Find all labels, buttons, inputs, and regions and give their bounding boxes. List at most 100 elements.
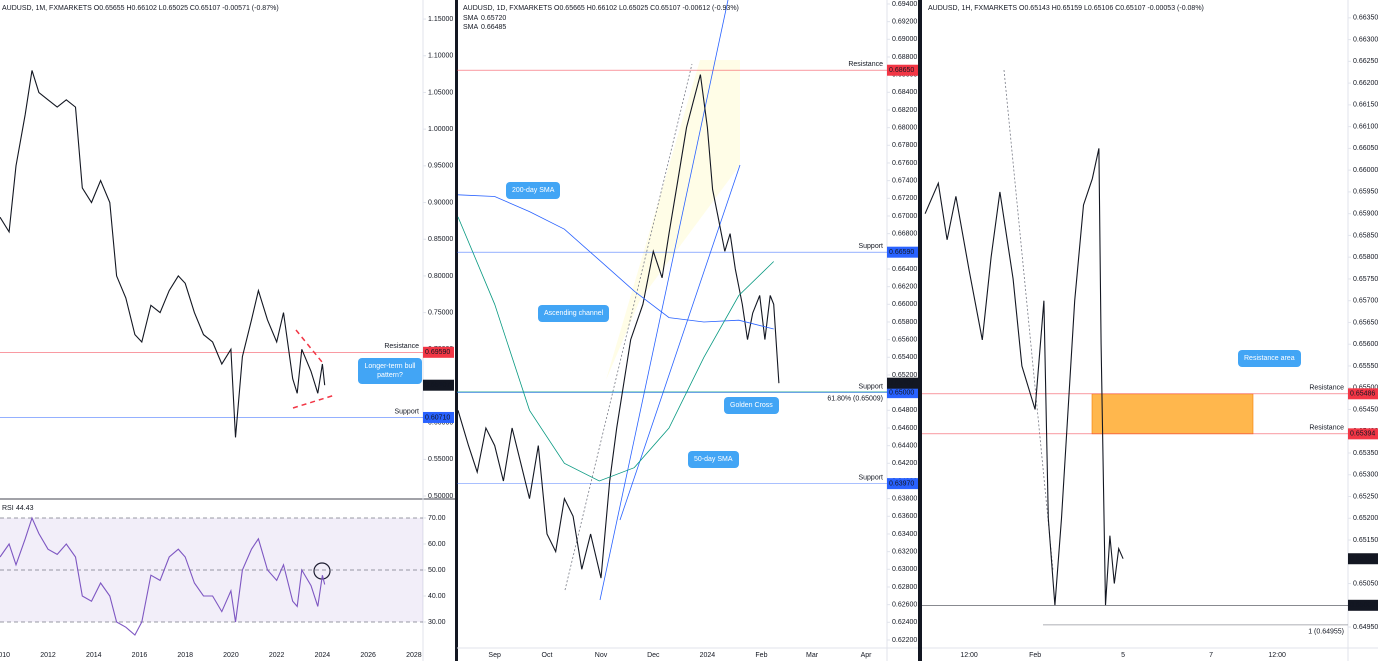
legend-name: SMA (463, 24, 479, 31)
price-tag (887, 387, 918, 399)
rsi-value: 44.43 (16, 505, 34, 512)
y-tick-label: 0.65650 (1353, 319, 1378, 326)
x-tick-label: 5 (1121, 652, 1125, 659)
last-price-tag (423, 379, 454, 391)
price-tag-label: 0.63970 (889, 480, 914, 487)
x-tick-label: 2016 (132, 652, 148, 659)
x-tick-label: 2020 (223, 652, 239, 659)
y-tick-label: 0.65700 (1353, 298, 1378, 305)
y-tick-label: 0.95000 (428, 163, 453, 170)
x-tick-label: Apr (861, 652, 873, 659)
x-tick-label: Nov (595, 652, 608, 659)
price-tag (887, 246, 918, 258)
price-tag-label: 0.66590 (889, 249, 914, 256)
callout: Longer-term bull pattern? (358, 358, 422, 384)
y-tick-label: 0.65350 (1353, 450, 1378, 457)
y-tick-label: 0.64600 (892, 425, 917, 432)
panel-divider (918, 0, 922, 661)
callout: Ascending channel (538, 305, 610, 322)
y-tick-label: 0.66350 (1353, 15, 1378, 22)
last-price-label: 0.65107 (1350, 556, 1375, 563)
y-tick-label: 0.69200 (892, 18, 917, 25)
y-tick-label: 0.65200 (892, 372, 917, 379)
y-tick-label: 0.68400 (892, 89, 917, 96)
price-line (0, 70, 326, 438)
y-tick-label: 0.66200 (1353, 80, 1378, 87)
y-tick-label: 1.10000 (428, 53, 453, 60)
y-tick-label: 1.05000 (428, 89, 453, 96)
y-tick-label: 40.00 (428, 593, 446, 600)
y-tick-label: 0.60000 (428, 420, 453, 427)
pattern-line (292, 394, 336, 409)
y-tick-label: 30.00 (428, 619, 446, 626)
x-tick-label: 2018 (177, 652, 193, 659)
price-tag (1348, 428, 1378, 440)
y-tick-label: 0.55000 (428, 456, 453, 463)
y-tick-label: 0.65200 (1353, 515, 1378, 522)
price-line (0, 516, 326, 636)
level-label: 1 (0.64955) (1308, 629, 1344, 636)
price-tag (1348, 599, 1378, 611)
y-tick-label: 0.64950 (1353, 624, 1378, 631)
y-tick-label: 0.64800 (892, 407, 917, 414)
y-tick-label: 0.63800 (892, 495, 917, 502)
y-tick-label: 0.65500 (1353, 385, 1378, 392)
callout: 200-day SMA (506, 182, 561, 199)
x-tick-label: 2014 (86, 652, 102, 659)
y-tick-label: 0.63200 (892, 548, 917, 555)
callout: Resistance area (1238, 350, 1301, 367)
y-tick-label: 0.75000 (428, 309, 453, 316)
y-tick-label: 0.63600 (892, 513, 917, 520)
y-tick-label: 0.65550 (1353, 363, 1378, 370)
price-tag-label: 0.65394 (1350, 431, 1375, 438)
level-label: 61.80% (0.65009) (827, 396, 883, 403)
pattern-line (295, 329, 323, 363)
panel-divider (455, 0, 458, 661)
y-tick-label: 0.65300 (1353, 472, 1378, 479)
price-line (457, 74, 780, 579)
y-tick-label: 0.65600 (1353, 341, 1378, 348)
y-tick-label: 0.63000 (892, 566, 917, 573)
y-tick-label: 0.66150 (1353, 102, 1378, 109)
price-tag-label: 0.65486 (1350, 391, 1375, 398)
price-tag-label: 0.65000 (889, 389, 914, 396)
y-tick-label: 0.62600 (892, 601, 917, 608)
y-tick-label: 70.00 (428, 515, 446, 522)
x-tick-label: Feb (755, 652, 767, 659)
x-tick-label: 12:00 (960, 652, 978, 659)
level-label: Support (858, 243, 883, 250)
y-tick-label: 0.62800 (892, 584, 917, 591)
y-tick-label: 0.66000 (1353, 167, 1378, 174)
y-tick-label: 0.66050 (1353, 145, 1378, 152)
y-tick-label: 0.65900 (1353, 211, 1378, 218)
x-tick-label: 2024 (315, 652, 331, 659)
last-price-tag (887, 377, 918, 389)
level-label: Resistance (1309, 425, 1344, 432)
price-tag-label: 0.68650 (889, 67, 914, 74)
legend-value: 0.65720 (481, 15, 506, 22)
legend-value: 0.66485 (481, 24, 506, 31)
callout: Golden Cross (724, 397, 779, 414)
price-tag (887, 64, 918, 76)
x-tick-label: Feb (1029, 652, 1041, 659)
chart-header: RSI (2, 505, 14, 512)
y-tick-label: 0.90000 (428, 199, 453, 206)
x-tick-label: 12:00 (1268, 652, 1286, 659)
price-line (457, 194, 774, 330)
y-tick-label: 0.66100 (1353, 123, 1378, 130)
x-tick-label: Dec (647, 652, 660, 659)
y-tick-label: 0.64200 (892, 460, 917, 467)
x-tick-label: 2012 (40, 652, 56, 659)
chart-header: AUDUSD, 1D, FXMARKETS O0.65665 H0.66102 … (463, 5, 739, 12)
y-tick-label: 0.85000 (428, 236, 453, 243)
y-tick-label: 0.65800 (1353, 254, 1378, 261)
price-tag (1348, 388, 1378, 400)
y-tick-label: 0.66200 (892, 283, 917, 290)
y-tick-label: 0.65050 (1353, 580, 1378, 587)
last-price-label: 0.65107 (425, 382, 450, 389)
y-tick-label: 0.65750 (1353, 276, 1378, 283)
channel-line (599, 0, 729, 601)
level-label: Support (858, 383, 883, 390)
